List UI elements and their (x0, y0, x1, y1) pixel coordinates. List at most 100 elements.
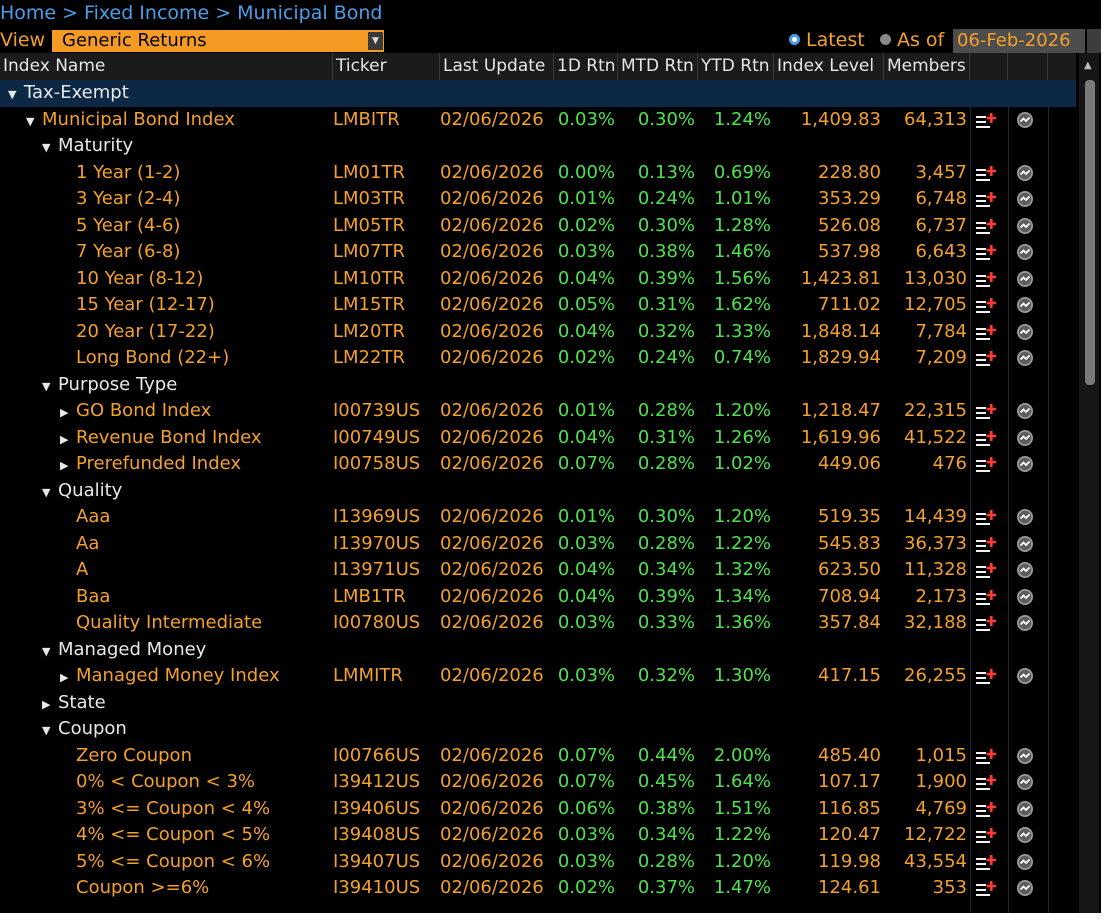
index-name-cell[interactable]: ▼ Coupon (0, 716, 127, 743)
view-select[interactable]: Generic Returns ▼ (52, 30, 384, 52)
ticker-cell[interactable]: LMMITR (333, 665, 403, 686)
index-name-cell[interactable]: 7 Year (6-8) (0, 239, 180, 266)
index-name-cell[interactable]: ▶ Prerefunded Index (0, 451, 241, 478)
list-add-icon[interactable] (975, 107, 1001, 134)
chart-icon[interactable] (1016, 531, 1040, 558)
chart-icon[interactable] (1016, 398, 1040, 425)
index-name-cell[interactable]: 3 Year (2-4) (0, 186, 180, 213)
table-row[interactable]: A I13971US 02/06/2026 0.04% 0.34% 1.32% 623.50… (0, 557, 1076, 584)
index-name-cell[interactable]: 10 Year (8-12) (0, 266, 203, 293)
index-name-cell[interactable]: 15 Year (12-17) (0, 292, 215, 319)
index-name-cell[interactable]: ▶ Managed Money Index (0, 663, 280, 690)
list-add-icon[interactable] (975, 663, 1001, 690)
table-row[interactable]: 5 Year (4-6) LM05TR 02/06/2026 0.02% 0.30% 1.… (0, 213, 1076, 240)
col-mtd-rtn[interactable]: MTD Rtn (618, 53, 698, 80)
table-row[interactable]: 15 Year (12-17) LM15TR 02/06/2026 0.05% 0.31… (0, 292, 1076, 319)
table-row[interactable]: 4% <= Coupon < 5% I39408US 02/06/2026 0.03%… (0, 822, 1076, 849)
table-row[interactable]: 1 Year (1-2) LM01TR 02/06/2026 0.00% 0.13% 0.… (0, 160, 1076, 187)
index-name-cell[interactable]: Aa (0, 531, 99, 558)
index-name-cell[interactable]: ▼ Maturity (0, 133, 133, 160)
index-name-cell[interactable]: Quality Intermediate (0, 610, 262, 637)
list-add-icon[interactable] (975, 822, 1001, 849)
table-row[interactable]: 0% < Coupon < 3% I39412US 02/06/2026 0.07% 0… (0, 769, 1076, 796)
ticker-cell[interactable]: LMBITR (333, 108, 400, 130)
list-add-icon[interactable] (975, 875, 1001, 902)
chart-icon[interactable] (1016, 107, 1040, 134)
expand-down-icon[interactable]: ▼ (42, 724, 51, 737)
expand-right-icon[interactable]: ▶ (42, 697, 51, 711)
list-add-icon[interactable] (975, 796, 1001, 823)
list-add-icon[interactable] (975, 610, 1001, 637)
ticker-cell[interactable]: I39410US (333, 877, 421, 898)
index-name-cell[interactable]: Zero Coupon (0, 743, 192, 770)
chart-icon[interactable] (1016, 875, 1040, 902)
table-row[interactable]: Long Bond (22+) LM22TR 02/06/2026 0.02% 0.24… (0, 345, 1076, 372)
index-name-cell[interactable]: ▼ Municipal Bond Index (0, 107, 235, 134)
col-index-level[interactable]: Index Level (774, 53, 884, 80)
ticker-cell[interactable]: I00766US (333, 744, 421, 766)
ticker-cell[interactable]: I39406US (333, 797, 421, 819)
table-row[interactable]: ▶ Revenue Bond Index I00749US 02/06/2026 0.0… (0, 425, 1076, 452)
table-row[interactable]: 10 Year (8-12) LM10TR 02/06/2026 0.04% 0.39%… (0, 266, 1076, 293)
index-name-cell[interactable]: 0% < Coupon < 3% (0, 769, 255, 796)
list-add-icon[interactable] (975, 345, 1001, 372)
index-name-cell[interactable]: 20 Year (17-22) (0, 319, 215, 346)
list-add-icon[interactable] (975, 531, 1001, 558)
list-add-icon[interactable] (975, 239, 1001, 266)
chart-icon[interactable] (1016, 610, 1040, 637)
table-row[interactable]: ▼ Municipal Bond Index LMBITR 02/06/2026 0.0… (0, 107, 1076, 134)
expand-down-icon[interactable]: ▼ (42, 644, 51, 658)
group-row[interactable]: ▼ Managed Money (0, 637, 1076, 664)
ticker-cell[interactable]: LM03TR (333, 188, 405, 209)
ticker-cell[interactable]: LM05TR (333, 214, 405, 236)
index-name-cell[interactable]: ▶ GO Bond Index (0, 398, 211, 425)
list-add-icon[interactable] (975, 743, 1001, 770)
ticker-cell[interactable]: LM10TR (333, 267, 405, 289)
table-row[interactable]: 20 Year (17-22) LM20TR 02/06/2026 0.04% 0.32… (0, 319, 1076, 346)
ticker-cell[interactable]: LMB1TR (333, 585, 406, 607)
chart-icon[interactable] (1016, 769, 1040, 796)
ticker-cell[interactable]: I13971US (333, 559, 421, 580)
chart-icon[interactable] (1016, 213, 1040, 240)
scroll-up-arrow-icon[interactable]: ▲ (1084, 60, 1092, 71)
list-add-icon[interactable] (975, 319, 1001, 346)
table-row[interactable]: Coupon >=6% I39410US 02/06/2026 0.02% 0.37% 1… (0, 875, 1076, 902)
ticker-cell[interactable]: I39408US (333, 824, 421, 845)
chart-icon[interactable] (1016, 663, 1040, 690)
group-row[interactable]: ▶ State (0, 690, 1076, 717)
table-row[interactable]: 7 Year (6-8) LM07TR 02/06/2026 0.03% 0.38% 1.… (0, 239, 1076, 266)
col-last-update[interactable]: Last Update (440, 53, 554, 80)
ticker-cell[interactable]: I13969US (333, 506, 421, 527)
ticker-cell[interactable]: I00780US (333, 612, 421, 633)
index-name-cell[interactable]: Baa (0, 584, 110, 611)
col-members[interactable]: Members (884, 53, 970, 80)
table-row[interactable]: ▶ Prerefunded Index I00758US 02/06/2026 0.07… (0, 451, 1076, 478)
group-row[interactable]: ▼ Tax-Exempt (0, 80, 1076, 107)
expand-right-icon[interactable]: ▶ (60, 432, 69, 446)
index-name-cell[interactable]: 5% <= Coupon < 6% (0, 849, 270, 876)
list-add-icon[interactable] (975, 186, 1001, 213)
chart-icon[interactable] (1016, 584, 1040, 611)
table-row[interactable]: ▶ Managed Money Index LMMITR 02/06/2026 0.03… (0, 663, 1076, 690)
ticker-cell[interactable]: I39412US (333, 771, 421, 792)
index-name-cell[interactable]: Aaa (0, 504, 110, 531)
index-name-cell[interactable]: ▼ Tax-Exempt (0, 80, 129, 107)
table-row[interactable]: 3% <= Coupon < 4% I39406US 02/06/2026 0.06%… (0, 796, 1076, 823)
table-row[interactable]: Quality Intermediate I00780US 02/06/2026 0.… (0, 610, 1076, 637)
ticker-cell[interactable]: LM15TR (333, 294, 405, 315)
group-row[interactable]: ▼ Quality (0, 478, 1076, 505)
chart-icon[interactable] (1016, 266, 1040, 293)
expand-right-icon[interactable]: ▶ (60, 406, 69, 419)
ticker-cell[interactable]: I00739US (333, 400, 421, 421)
list-add-icon[interactable] (975, 584, 1001, 611)
ticker-cell[interactable]: LM22TR (333, 347, 405, 368)
chart-icon[interactable] (1016, 239, 1040, 266)
chart-icon[interactable] (1016, 160, 1040, 187)
chart-icon[interactable] (1016, 186, 1040, 213)
index-name-cell[interactable]: A (0, 557, 88, 584)
calendar-button[interactable] (1087, 29, 1101, 53)
expand-down-icon[interactable]: ▼ (42, 379, 51, 393)
index-name-cell[interactable]: 5 Year (4-6) (0, 213, 180, 240)
table-row[interactable]: 3 Year (2-4) LM03TR 02/06/2026 0.01% 0.24% 1.… (0, 186, 1076, 213)
col-ticker[interactable]: Ticker (333, 53, 440, 80)
